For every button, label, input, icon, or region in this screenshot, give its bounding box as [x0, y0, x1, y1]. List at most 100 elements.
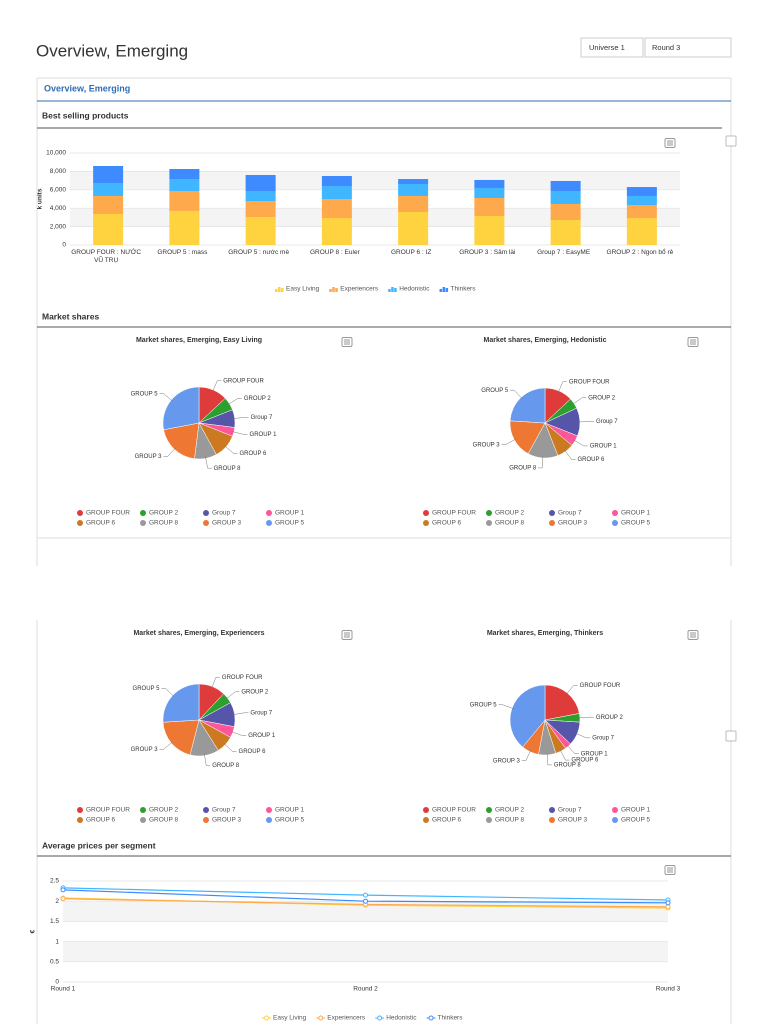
legend-symbol — [612, 817, 618, 823]
universe-select[interactable] — [580, 37, 644, 58]
slice-label: GROUP 6 — [240, 451, 268, 457]
legend-symbol — [281, 288, 284, 292]
legend-symbol — [140, 817, 146, 823]
slice-label: Group 7 — [251, 415, 273, 421]
x-tick-label: Round 2 — [353, 986, 378, 993]
legend-symbol — [203, 807, 209, 813]
label-connector — [557, 381, 567, 393]
legend-symbol — [266, 510, 272, 516]
bar-segment — [169, 190, 200, 211]
y-tick-label: 2 — [55, 898, 59, 905]
label-connector — [498, 704, 515, 710]
checkbox[interactable] — [725, 135, 737, 147]
bar-segment — [474, 179, 505, 188]
label-connector — [538, 455, 544, 469]
slice-label: GROUP 6 — [571, 758, 599, 764]
bar-segment — [321, 176, 352, 187]
legend-symbol — [266, 817, 272, 823]
legend-label: GROUP 2 — [149, 807, 179, 814]
label-connector — [224, 445, 238, 454]
pie-slice — [509, 387, 546, 424]
legend-label: Hedonistic — [386, 1015, 417, 1022]
slice-label: GROUP 1 — [590, 443, 618, 449]
label-connector — [573, 439, 588, 447]
bar-segment — [398, 179, 429, 185]
bar-segment — [93, 213, 124, 245]
legend-label: GROUP 1 — [275, 510, 305, 517]
legend-symbol — [278, 287, 281, 292]
bar-segment — [245, 201, 276, 218]
legend-label: GROUP 2 — [149, 510, 179, 517]
legend-symbol — [77, 520, 83, 526]
legend-symbol — [77, 510, 83, 516]
slice-label: GROUP 5 — [470, 702, 498, 708]
x-tick-label: GROUP 8 : Euler — [310, 249, 360, 256]
legend-label: GROUP 8 — [149, 520, 179, 527]
legend-symbol — [486, 817, 492, 823]
select-label: Universe 1 — [589, 43, 625, 52]
bar-segment — [169, 210, 200, 245]
y-tick-label: 1 — [55, 938, 59, 945]
slice-label: GROUP 2 — [244, 396, 272, 402]
legend-symbol — [423, 817, 429, 823]
slice-label: GROUP 8 — [509, 465, 537, 471]
label-connector — [564, 449, 576, 460]
pie-title: Market shares, Emerging, Thinkers — [487, 630, 603, 637]
plot-band — [70, 171, 680, 190]
label-connector — [161, 688, 175, 697]
pie-slice — [162, 683, 200, 723]
y-tick-label: 0 — [62, 242, 66, 249]
slice-label: GROUP 3 — [473, 442, 501, 448]
x-tick-label: GROUP 5 : mass — [157, 249, 208, 256]
legend-label: GROUP FOUR — [432, 807, 476, 814]
slice-label: GROUP 6 — [239, 749, 267, 755]
legend-label: Hedonistic — [399, 286, 430, 293]
round-select[interactable] — [644, 37, 732, 58]
bar-segment — [626, 204, 657, 219]
label-connector — [159, 393, 173, 402]
bar-segment — [321, 186, 352, 199]
legend-label: GROUP 8 — [495, 520, 525, 527]
legend-symbol — [549, 520, 555, 526]
pie-slice — [162, 386, 200, 431]
legend-label: Group 7 — [558, 807, 582, 814]
tab[interactable]: Overview, Emerging — [44, 83, 130, 93]
slice-label: GROUP 8 — [554, 762, 582, 768]
legend-label: GROUP 6 — [86, 817, 116, 824]
point — [363, 898, 368, 904]
legend-symbol — [266, 807, 272, 813]
legend-symbol — [549, 807, 555, 813]
slice-label: GROUP 2 — [241, 689, 269, 695]
bar-segment — [474, 216, 505, 245]
legend-symbol — [486, 807, 492, 813]
legend-symbol — [332, 287, 335, 292]
legend-label: GROUP 2 — [495, 510, 525, 517]
slice-label: GROUP 1 — [581, 751, 609, 757]
point — [60, 887, 66, 893]
bar-segment — [550, 190, 581, 204]
legend-label: GROUP 8 — [495, 817, 525, 824]
page-title: Overview, Emerging — [36, 41, 188, 60]
legend-label: GROUP 6 — [432, 520, 462, 527]
select-label: Round 3 — [652, 43, 680, 52]
legend-label: Experiencers — [327, 1015, 366, 1022]
plot-band — [63, 941, 668, 962]
slice-label: GROUP FOUR — [223, 378, 264, 384]
label-connector — [205, 456, 212, 469]
legend-label: Group 7 — [212, 807, 236, 814]
pie-title: Market shares, Emerging, Hedonistic — [484, 337, 607, 344]
checkbox[interactable] — [725, 730, 737, 742]
x-tick-label: GROUP 2 : Ngon bổ rẻ — [606, 249, 674, 256]
legend-label: GROUP 3 — [212, 520, 242, 527]
label-connector — [232, 416, 249, 419]
slice-label: GROUP 1 — [248, 733, 276, 739]
legend-label: GROUP 5 — [275, 817, 305, 824]
label-connector — [572, 397, 587, 405]
bar-segment — [245, 190, 276, 202]
label-connector — [232, 712, 249, 715]
legend-symbol — [275, 289, 278, 292]
legend-symbol — [203, 510, 209, 516]
legend-symbol — [391, 287, 394, 292]
legend-symbol — [612, 520, 618, 526]
